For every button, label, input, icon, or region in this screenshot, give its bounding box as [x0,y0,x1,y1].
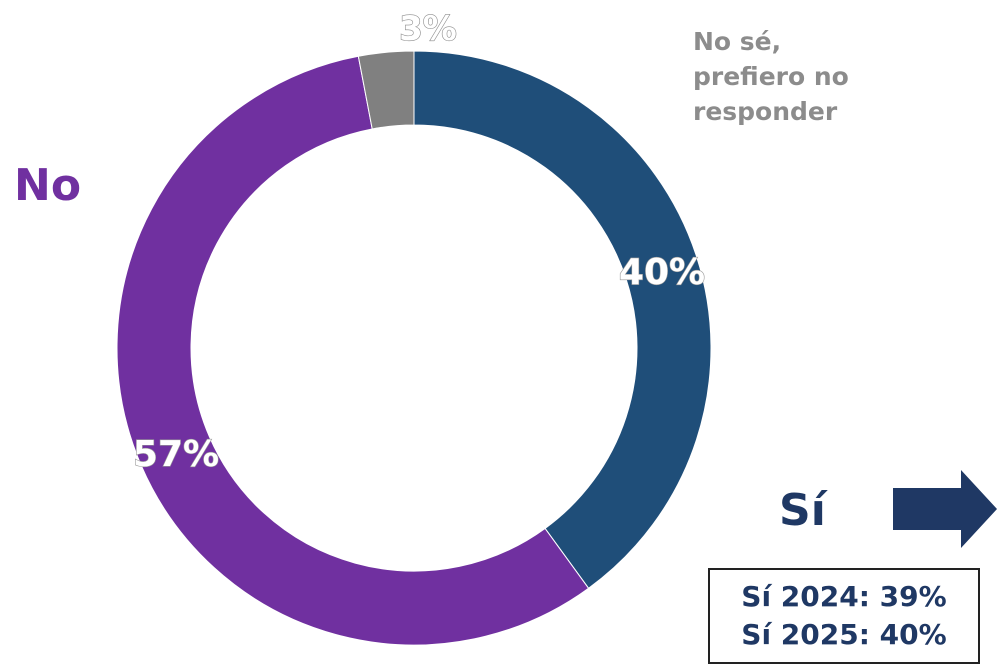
legend-unsure: No sé, prefiero no responder [693,24,913,129]
slice-si [413,50,712,589]
legend-unsure-line: No sé, [693,27,782,56]
legend-si: Sí [779,485,826,536]
comparison-2024: Sí 2024: 39% [741,580,947,613]
slice-label-unsure: 3% [399,9,457,49]
arrow-right-icon [893,470,997,548]
slice-label-no: 57% [133,434,219,475]
legend-unsure-line: responder [693,97,838,126]
legend-unsure-line: prefiero no [693,62,849,91]
slice-unsure [357,50,415,130]
comparison-box: Sí 2024: 39% Sí 2025: 40% [708,568,980,664]
legend-no: No [14,160,82,211]
comparison-2025: Sí 2025: 40% [741,618,947,651]
slice-no [116,55,590,646]
slice-label-si: 40% [619,252,705,293]
